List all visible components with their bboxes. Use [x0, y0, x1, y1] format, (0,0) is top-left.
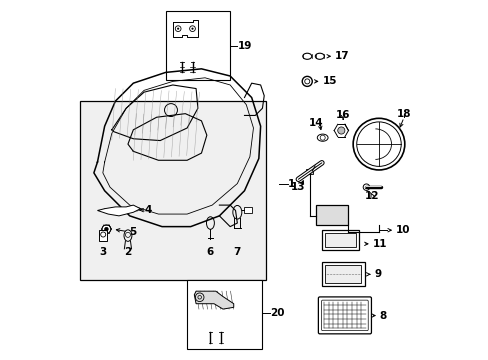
Bar: [99, 230, 107, 241]
Text: 6: 6: [206, 247, 214, 257]
Ellipse shape: [315, 53, 324, 59]
Polygon shape: [194, 291, 233, 309]
Text: 20: 20: [270, 308, 284, 318]
Bar: [187, 280, 262, 348]
Text: 18: 18: [396, 109, 410, 119]
Bar: [244, 207, 252, 213]
FancyBboxPatch shape: [321, 300, 367, 330]
Circle shape: [177, 28, 179, 30]
Text: 14: 14: [308, 118, 323, 128]
Ellipse shape: [302, 53, 311, 59]
Circle shape: [104, 227, 108, 231]
Text: 19: 19: [238, 41, 252, 50]
Text: 12: 12: [364, 191, 378, 201]
Text: 15: 15: [322, 76, 336, 86]
Circle shape: [102, 225, 110, 233]
Bar: [324, 265, 361, 283]
Text: 5: 5: [129, 227, 136, 237]
FancyBboxPatch shape: [318, 297, 371, 334]
Text: 7: 7: [233, 247, 241, 257]
Text: 16: 16: [335, 111, 349, 121]
Bar: [165, 12, 230, 80]
Circle shape: [337, 127, 344, 134]
Text: 9: 9: [373, 269, 381, 279]
Text: 2: 2: [124, 247, 131, 257]
Ellipse shape: [317, 134, 327, 141]
Bar: [324, 233, 355, 247]
Text: 3: 3: [100, 247, 106, 257]
Bar: [321, 230, 359, 250]
Text: 4: 4: [144, 205, 152, 215]
Circle shape: [363, 184, 369, 190]
Text: 17: 17: [334, 51, 349, 61]
Text: 10: 10: [395, 225, 409, 235]
Polygon shape: [97, 205, 140, 216]
Bar: [305, 169, 313, 174]
Bar: [316, 205, 348, 225]
Text: 11: 11: [372, 239, 386, 249]
Bar: [321, 262, 364, 286]
Bar: [80, 101, 265, 280]
Text: 8: 8: [379, 311, 386, 320]
Text: 13: 13: [290, 182, 305, 192]
Text: 1: 1: [287, 179, 295, 189]
Circle shape: [191, 28, 193, 30]
